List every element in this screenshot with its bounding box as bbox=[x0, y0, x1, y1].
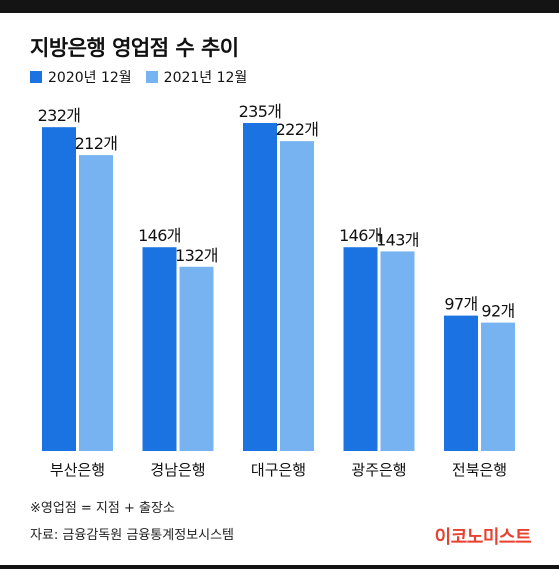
legend: 2020년 12월 2021년 12월 bbox=[30, 67, 261, 87]
bottom-line bbox=[0, 565, 559, 569]
data-label-부산은행-2021: 212개 bbox=[75, 134, 118, 153]
legend-swatch-2020 bbox=[30, 71, 42, 83]
legend-label-2021: 2021년 12월 bbox=[163, 70, 248, 86]
category-label-전북은행: 전북은행 bbox=[452, 461, 507, 479]
data-label-경남은행-2021: 132개 bbox=[175, 246, 218, 265]
bar-경남은행-2020 bbox=[142, 247, 177, 451]
footnote: ※영업점 = 지점 + 출장소 bbox=[30, 501, 175, 516]
category-label-경남은행: 경남은행 bbox=[150, 461, 205, 479]
data-label-부산은행-2020: 232개 bbox=[38, 106, 81, 125]
bar-대구은행-2020 bbox=[243, 123, 277, 451]
data-label-대구은행-2021: 222개 bbox=[276, 120, 319, 139]
legend-label-2020: 2020년 12월 bbox=[48, 70, 132, 86]
source-text: 자료: 금융감독원 금융통계정보시스템 bbox=[30, 528, 235, 543]
bar-전북은행-2021 bbox=[481, 322, 515, 451]
category-label-부산은행: 부산은행 bbox=[50, 461, 105, 479]
data-label-경남은행-2020: 146개 bbox=[138, 226, 181, 245]
legend-item-2020: 2020년 12월 bbox=[30, 67, 132, 87]
bar-부산은행-2021 bbox=[79, 155, 113, 452]
category-label-대구은행: 대구은행 bbox=[251, 461, 306, 479]
bar-부산은행-2020 bbox=[42, 127, 76, 452]
category-label-광주은행: 광주은행 bbox=[351, 461, 406, 479]
bar-광주은행-2020 bbox=[343, 247, 378, 451]
bar-대구은행-2021 bbox=[280, 141, 314, 451]
data-label-전북은행-2020: 97개 bbox=[444, 295, 477, 314]
data-label-전북은행-2021: 92개 bbox=[481, 302, 514, 321]
bar-전북은행-2020 bbox=[444, 315, 478, 451]
bar-광주은행-2021 bbox=[380, 251, 415, 451]
data-label-대구은행-2020: 235개 bbox=[239, 102, 282, 121]
legend-swatch-2021 bbox=[145, 71, 158, 83]
brand-logo: 이코노미스트 bbox=[434, 527, 532, 548]
legend-item-2021: 2021년 12월 bbox=[145, 67, 248, 87]
chart-title: 지방은행 영업점 수 추이 bbox=[30, 36, 239, 60]
top-bar bbox=[0, 0, 559, 13]
data-label-광주은행-2021: 143개 bbox=[376, 230, 419, 249]
bar-경남은행-2021 bbox=[179, 266, 214, 451]
data-label-광주은행-2020: 146개 bbox=[339, 226, 382, 245]
